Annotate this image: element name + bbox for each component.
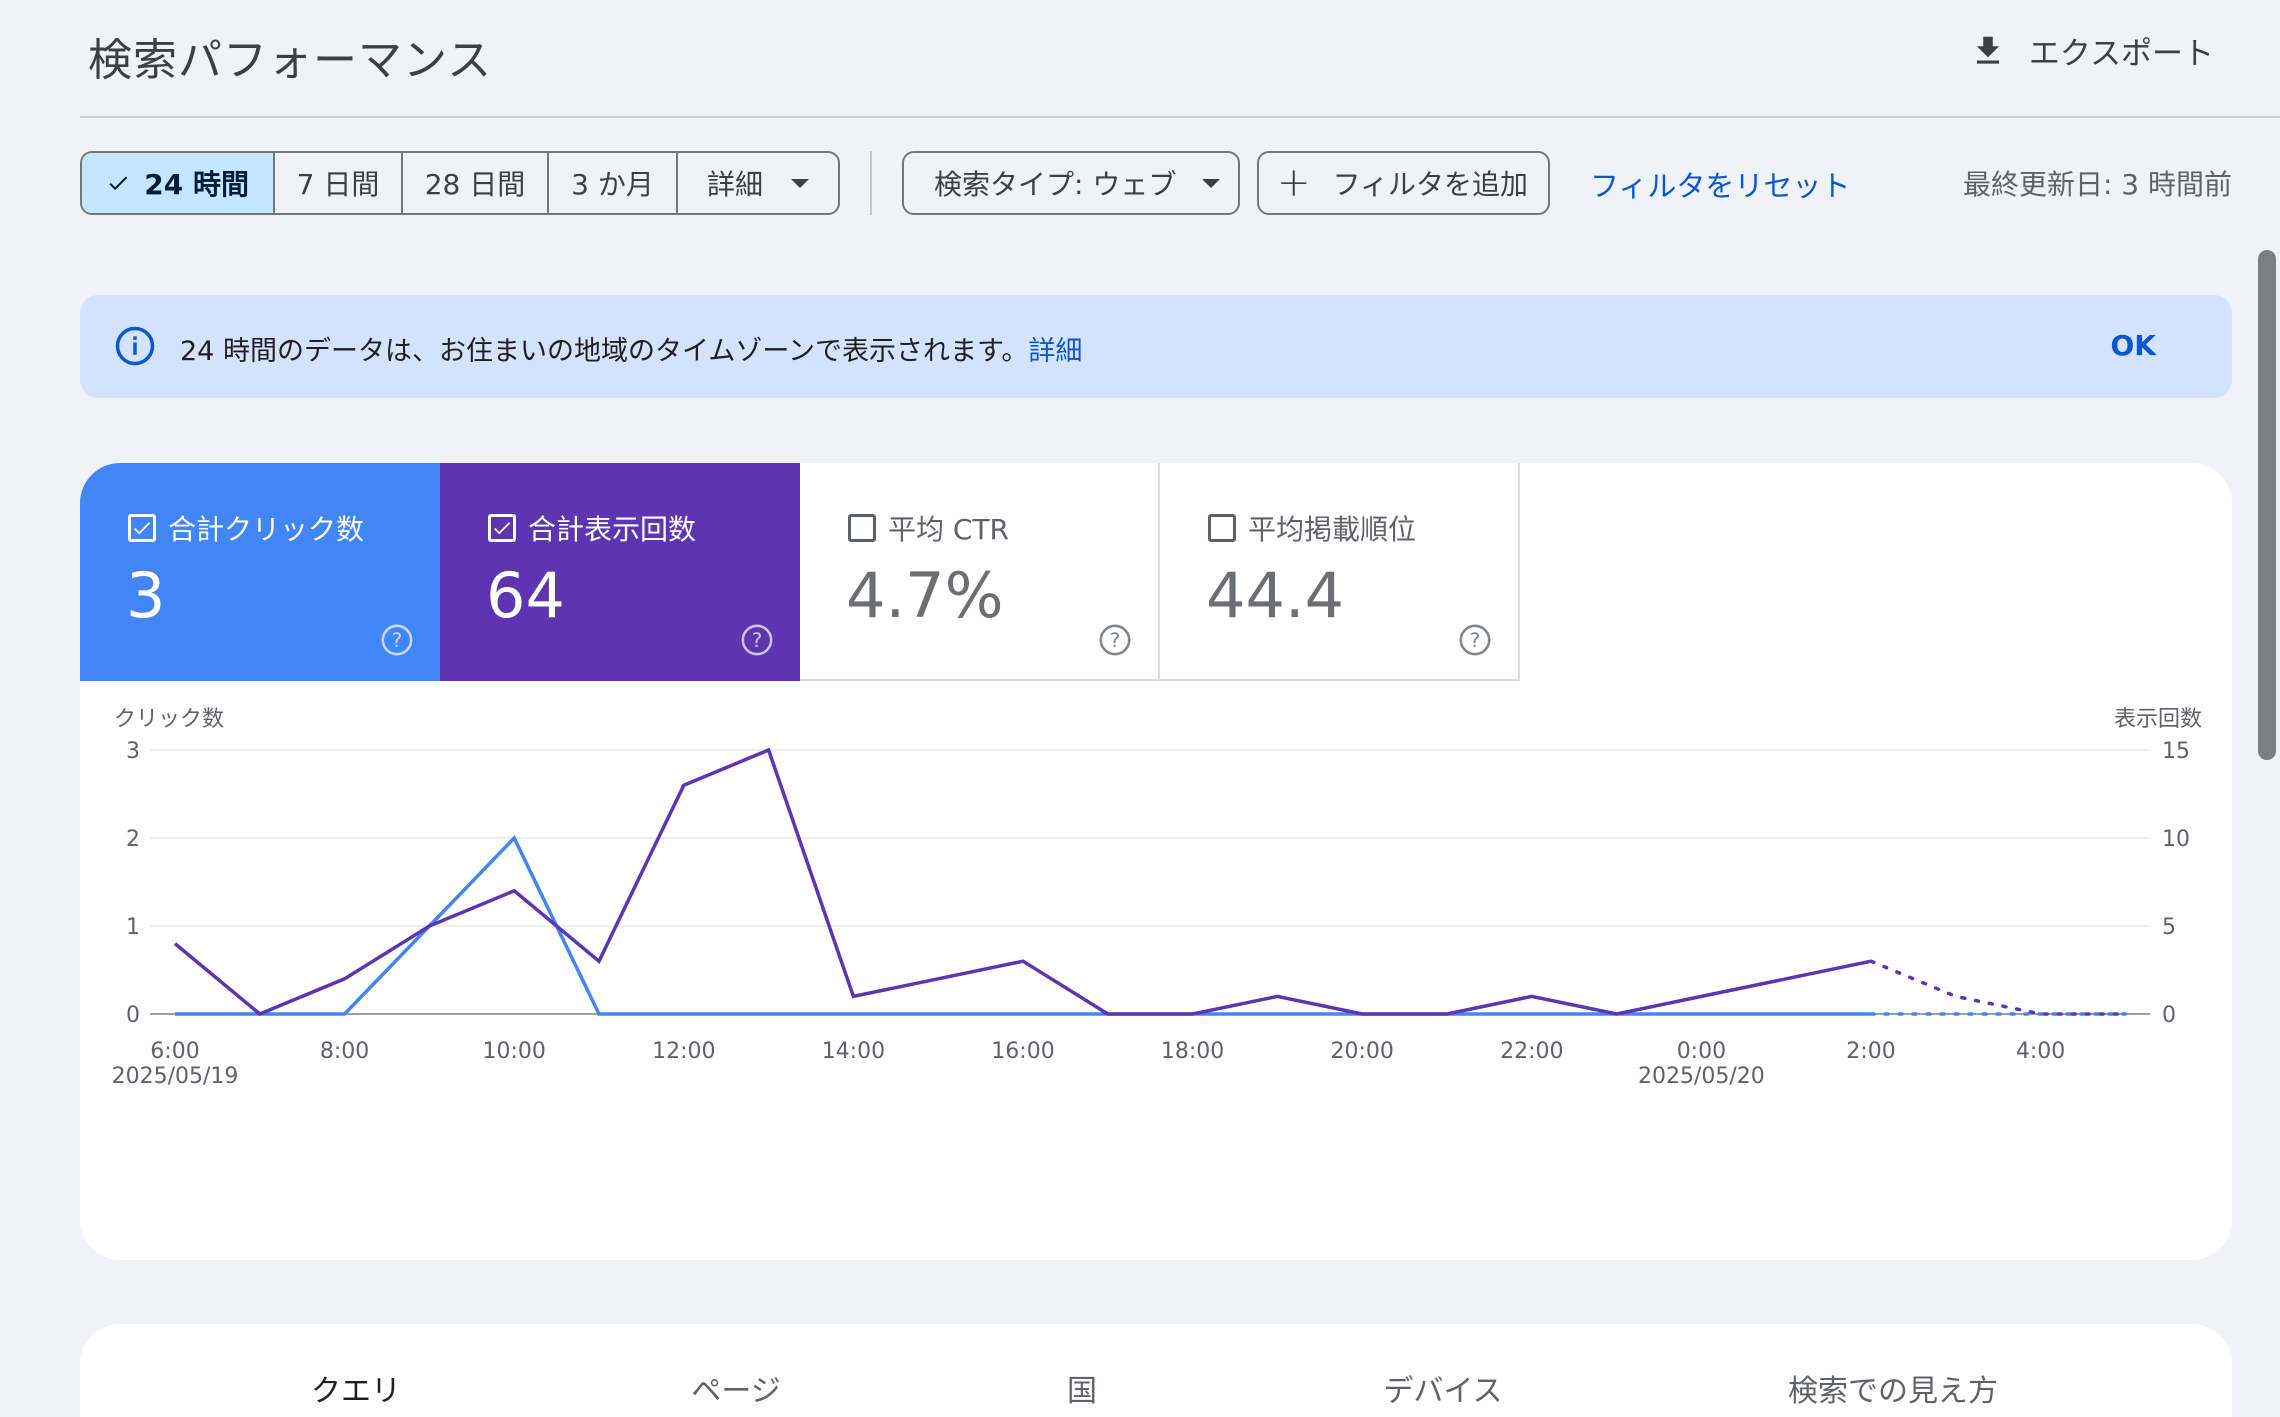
- series-line: [175, 834, 1871, 1016]
- tab-search-appearance[interactable]: 検索での見え方: [1788, 1374, 1998, 1409]
- x-tick-label: 2:00: [1846, 1039, 1895, 1064]
- metric-label: 合計表示回数: [488, 508, 696, 548]
- checkbox-checked-icon: [128, 514, 156, 542]
- y-tick-label-left: 1: [126, 915, 140, 940]
- y-tick-label-right: 15: [2162, 739, 2190, 764]
- banner-details-link[interactable]: 詳細: [1028, 336, 1083, 367]
- range-3m-button[interactable]: 3 か月: [549, 153, 678, 213]
- metric-value: 4.7%: [846, 559, 1004, 632]
- svg-text:?: ?: [1470, 629, 1481, 652]
- range-label: 7 日間: [296, 168, 380, 201]
- filter-divider: [870, 151, 872, 215]
- x-tick-label: 4:00: [2016, 1039, 2065, 1064]
- x-tick-label: 6:00: [150, 1039, 199, 1064]
- help-icon[interactable]: ?: [1458, 623, 1492, 657]
- range-24h-button[interactable]: 24 時間: [82, 153, 275, 213]
- banner-ok-button[interactable]: OK: [2110, 329, 2157, 362]
- info-banner: 24 時間のデータは、お住まいの地域のタイムゾーンで表示されます。詳細 OK: [80, 295, 2232, 398]
- x-tick-sublabel: 2025/05/19: [112, 1064, 239, 1089]
- scrollbar-thumb[interactable]: [2258, 250, 2276, 760]
- y-axis-right-title: 表示回数: [2114, 707, 2202, 732]
- help-icon[interactable]: ?: [1098, 623, 1132, 657]
- metric-value: 44.4: [1206, 559, 1345, 632]
- date-range-selector: 24 時間 7 日間 28 日間 3 か月 詳細: [80, 151, 840, 215]
- metric-label-text: 合計表示回数: [528, 513, 697, 546]
- metric-value: 64: [486, 559, 565, 632]
- range-label: 詳細: [706, 168, 763, 201]
- caret-down-icon: [1202, 178, 1221, 188]
- x-tick-label: 16:00: [991, 1039, 1054, 1064]
- y-tick-label-left: 2: [126, 827, 140, 852]
- metric-label-text: 平均 CTR: [888, 513, 1010, 546]
- metric-total-clicks[interactable]: 合計クリック数 3 ?: [80, 463, 440, 681]
- metric-label-text: 平均掲載順位: [1248, 513, 1417, 546]
- plus-icon: +: [1277, 160, 1311, 206]
- y-tick-label-right: 0: [2162, 1003, 2176, 1028]
- metric-label: 合計クリック数: [128, 508, 364, 548]
- last-updated-text: 最終更新日: 3 時間前: [1962, 168, 2232, 201]
- metric-label-text: 合計クリック数: [168, 513, 365, 546]
- y-tick-label-right: 5: [2162, 915, 2176, 940]
- tab-devices[interactable]: デバイス: [1383, 1374, 1503, 1409]
- series-line-projected: [1869, 959, 2128, 1016]
- range-custom-dropdown[interactable]: 詳細: [678, 153, 838, 213]
- banner-message: 24 時間のデータは、お住まいの地域のタイムゾーンで表示されます。詳細: [180, 329, 1082, 368]
- x-tick-label: 14:00: [822, 1039, 885, 1064]
- y-tick-label-right: 10: [2162, 827, 2190, 852]
- x-tick-label: 18:00: [1161, 1039, 1224, 1064]
- tab-pages[interactable]: ページ: [691, 1374, 781, 1409]
- range-label: 24 時間: [144, 168, 249, 201]
- caret-down-icon: [791, 178, 809, 188]
- range-7d-button[interactable]: 7 日間: [275, 153, 403, 213]
- checkbox-unchecked-icon: [848, 514, 876, 542]
- performance-card: 合計クリック数 3 ? 合計表示回数 64 ? 平均 CTR 4.7% ? 平均…: [80, 463, 2232, 1260]
- range-label: 28 日間: [424, 168, 526, 201]
- dimension-tabs: クエリ ページ 国 デバイス 検索での見え方: [80, 1324, 2232, 1417]
- range-28d-button[interactable]: 28 日間: [403, 153, 549, 213]
- export-button[interactable]: エクスポート: [1969, 28, 2214, 73]
- y-tick-label-left: 3: [126, 739, 140, 764]
- help-icon[interactable]: ?: [380, 623, 414, 657]
- x-tick-label: 12:00: [652, 1039, 715, 1064]
- x-tick-label: 10:00: [482, 1039, 545, 1064]
- add-filter-button[interactable]: + フィルタを追加: [1257, 151, 1550, 215]
- search-type-dropdown[interactable]: 検索タイプ: ウェブ: [902, 151, 1240, 215]
- metric-average-ctr[interactable]: 平均 CTR 4.7% ?: [800, 463, 1160, 681]
- metric-total-impressions[interactable]: 合計表示回数 64 ?: [440, 463, 800, 681]
- y-tick-label-left: 0: [126, 1003, 140, 1028]
- svg-text:?: ?: [1110, 629, 1121, 652]
- export-label: エクスポート: [2028, 36, 2214, 72]
- header-divider: [80, 116, 2280, 118]
- x-tick-label: 0:00: [1677, 1039, 1726, 1064]
- tab-queries[interactable]: クエリ: [311, 1374, 401, 1409]
- metric-label: 平均 CTR: [848, 508, 1009, 548]
- search-type-label: 検索タイプ: ウェブ: [934, 168, 1177, 201]
- svg-text:?: ?: [392, 629, 403, 652]
- check-icon: [109, 176, 128, 191]
- svg-text:?: ?: [752, 629, 763, 652]
- metric-value: 3: [126, 559, 166, 632]
- metric-label: 平均掲載順位: [1208, 508, 1416, 548]
- range-label: 3 か月: [571, 168, 654, 201]
- tab-countries[interactable]: 国: [1067, 1374, 1097, 1409]
- x-tick-label: 20:00: [1330, 1039, 1393, 1064]
- x-tick-label: 22:00: [1500, 1039, 1563, 1064]
- add-filter-label: フィルタを追加: [1332, 168, 1528, 201]
- checkbox-unchecked-icon: [1208, 514, 1236, 542]
- metric-average-position[interactable]: 平均掲載順位 44.4 ?: [1160, 463, 1520, 681]
- series-line: [173, 747, 1872, 1017]
- page-title: 検索パフォーマンス: [88, 35, 493, 86]
- x-tick-label: 8:00: [320, 1039, 369, 1064]
- y-axis-left-title: クリック数: [114, 707, 224, 732]
- info-icon: [115, 326, 155, 366]
- help-icon[interactable]: ?: [740, 623, 774, 657]
- reset-filters-link[interactable]: フィルタをリセット: [1590, 169, 1851, 203]
- download-icon: [1976, 36, 2000, 64]
- checkbox-checked-icon: [488, 514, 516, 542]
- x-tick-sublabel: 2025/05/20: [1638, 1064, 1765, 1089]
- banner-text: 24 時間のデータは、お住まいの地域のタイムゾーンで表示されます。: [180, 336, 1029, 367]
